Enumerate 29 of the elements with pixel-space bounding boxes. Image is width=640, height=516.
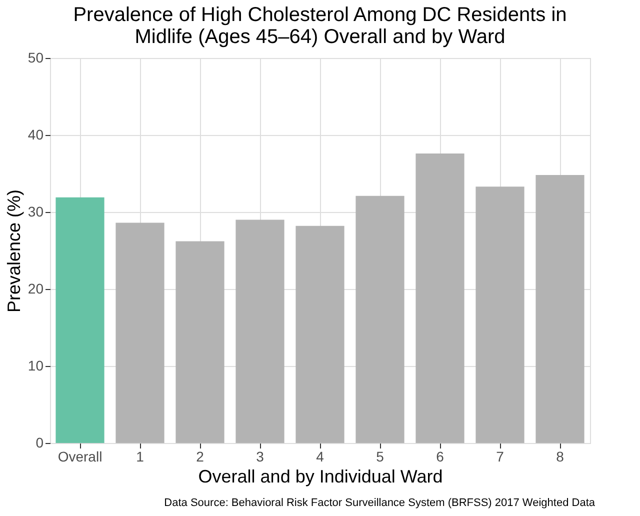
bar	[296, 226, 344, 443]
x-tick-label: Overall	[58, 448, 102, 464]
x-tick-label: 8	[556, 448, 564, 464]
x-tick-label: 2	[196, 448, 204, 464]
x-tick-label: 7	[496, 448, 504, 464]
bar	[176, 241, 224, 443]
y-tick-label: 30	[28, 204, 44, 220]
bar	[116, 222, 164, 443]
source-note: Data Source: Behavioral Risk Factor Surveillance System (BRFSS) 2017 Weighted Data	[164, 497, 596, 509]
y-axis-title: Prevalence (%)	[4, 189, 24, 313]
x-tick-label: 1	[136, 448, 144, 464]
text: Midlife (Ages 45–64) Overall and by Ward	[134, 26, 506, 48]
y-tick-label: 0	[36, 434, 44, 450]
bar	[56, 197, 104, 443]
x-axis-title: Overall and by Individual Ward	[198, 466, 443, 486]
bar	[416, 153, 464, 443]
y-tick-label: 20	[28, 280, 44, 296]
y-tick-label: 10	[28, 358, 44, 374]
x-tick-label: 5	[376, 448, 384, 464]
bar	[536, 175, 584, 443]
y-tick-label: 50	[28, 50, 44, 66]
x-tick-label: 3	[256, 448, 264, 464]
text: Prevalence of High Cholesterol Among DC Residents in	[73, 4, 567, 26]
x-tick-label: 4	[316, 448, 324, 464]
bar	[476, 186, 524, 443]
x-tick-label: 6	[436, 448, 444, 464]
bar	[356, 196, 404, 443]
y-tick-label: 40	[28, 126, 44, 142]
bar	[236, 220, 284, 443]
